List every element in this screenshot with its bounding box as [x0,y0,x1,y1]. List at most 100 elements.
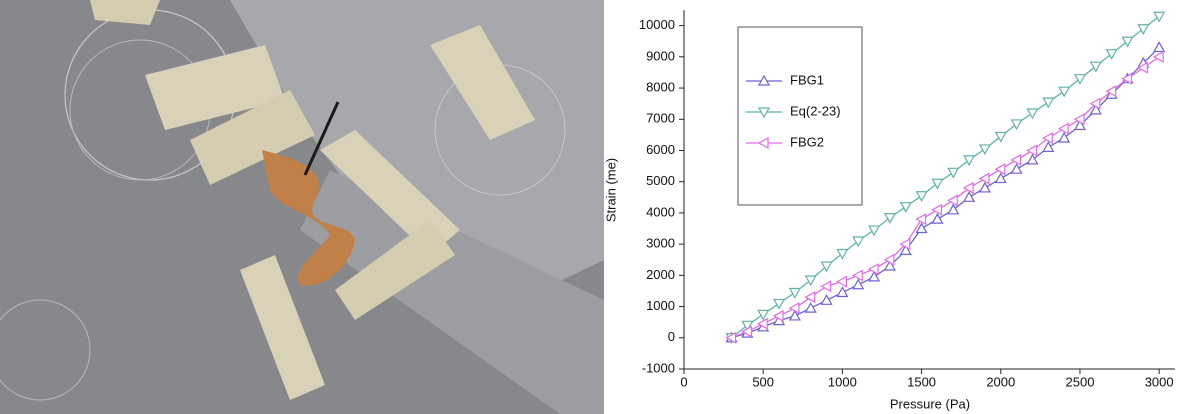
y-axis-label: Strain (me) [603,158,618,222]
data-point [868,225,881,237]
data-point [852,236,865,248]
photo-fiber [0,299,91,401]
data-point [741,325,752,338]
series-line [731,56,1160,339]
photo [0,0,604,414]
data-point [804,291,816,304]
data-point [899,202,912,213]
data-point [820,294,833,305]
photo-sheet [230,0,604,300]
y-tick-label: 8000 [646,79,675,94]
data-point [804,275,817,287]
data-point [868,270,881,282]
data-point [1121,36,1134,48]
data-point [867,263,879,276]
y-tick-label: 3000 [646,236,675,251]
data-point [994,172,1007,184]
data-point [1089,97,1101,110]
data-point [1010,153,1022,166]
data-point [947,167,960,179]
legend-marker [757,136,769,150]
legend-label: FBG1 [790,72,824,87]
data-point [1153,11,1166,23]
data-point [1042,141,1055,152]
data-point [915,213,927,226]
data-point [899,244,912,255]
data-point [1057,122,1069,135]
photo-tape [90,0,160,25]
y-tick-label: 1000 [646,298,675,313]
data-point [883,259,896,271]
photo-tape [190,90,315,185]
x-tick-label: 1000 [828,374,857,389]
data-point [931,212,944,224]
data-point [1026,144,1038,157]
data-point [788,302,800,315]
data-point [1137,61,1148,74]
y-tick-label: 0 [668,329,675,344]
data-point [757,309,770,321]
data-point [1121,72,1133,85]
data-point [1026,108,1039,120]
data-point [741,320,754,332]
data-point [883,253,895,266]
data-point [1105,49,1118,60]
data-point [788,309,801,321]
data-point [1058,86,1071,98]
data-point [1042,97,1055,109]
data-point [1010,119,1023,131]
y-tick-label: 2000 [646,267,675,282]
legend-label: FBG2 [790,134,824,149]
data-point [836,248,849,260]
data-point [1153,41,1166,53]
data-point [1042,131,1053,145]
data-point [963,155,976,167]
data-point [1105,85,1117,98]
y-tick-label: 4000 [646,204,675,219]
legend-box [737,26,863,206]
y-tick-label: 6000 [646,142,675,157]
data-point [947,194,958,207]
data-point [851,269,863,282]
data-point [820,280,832,293]
x-tick-label: 1500 [907,374,936,389]
legend-marker [757,107,771,119]
data-point [1026,153,1039,165]
data-point [1073,113,1085,126]
data-point [836,286,849,298]
data-point [852,278,865,290]
series-line [731,46,1160,339]
photo-tape [240,255,325,400]
data-point [883,212,896,224]
data-point [978,181,991,193]
data-point [1089,103,1102,115]
y-tick-label: 7000 [646,111,675,126]
data-point [1073,119,1086,131]
photo-sample [262,150,355,286]
photo-tape [145,45,285,130]
data-point [915,191,928,202]
photo-strip [300,170,604,414]
data-point [1058,131,1071,143]
data-point [899,238,911,251]
x-tick-label: 0 [680,374,687,389]
data-point [994,163,1006,176]
x-tick-label: 2000 [986,374,1015,389]
data-point [1137,24,1150,35]
x-tick-label: 3000 [1145,374,1174,389]
chart: Pressure (Pa) Strain (me) 0 500 1000 1500 20… [603,10,1175,411]
data-point [1073,74,1086,85]
data-point [836,275,847,288]
data-point [773,298,786,310]
data-point [1152,50,1164,63]
data-point [1010,162,1023,174]
data-point [978,144,991,156]
photo-tape [430,25,535,140]
data-point [962,181,974,194]
photo-tape [335,220,455,320]
data-point [1089,61,1102,73]
x-tick-label: 2500 [1066,374,1095,389]
data-point [756,317,768,330]
y-tick-label: 9000 [646,48,675,63]
data-point [725,331,737,344]
